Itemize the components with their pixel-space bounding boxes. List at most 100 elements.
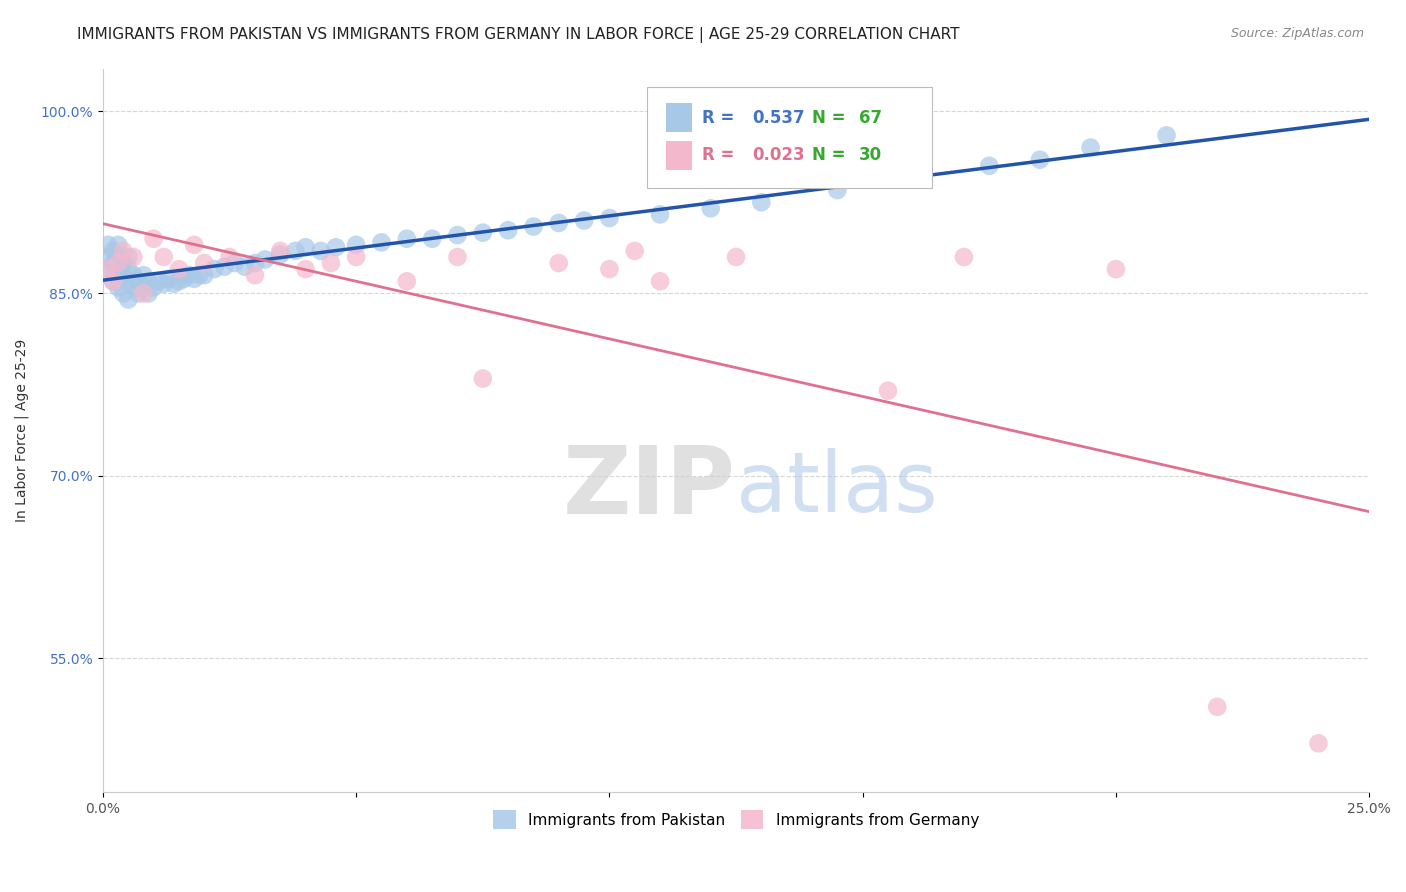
- Point: [107, 237, 129, 252]
- Text: ZIP: ZIP: [564, 442, 737, 534]
- Point: [142, 232, 165, 246]
- Point: [152, 250, 174, 264]
- Legend: Immigrants from Pakistan, Immigrants from Germany: Immigrants from Pakistan, Immigrants fro…: [486, 804, 986, 835]
- Point: [117, 293, 139, 307]
- Point: [127, 286, 149, 301]
- Text: R =: R =: [702, 146, 740, 164]
- Point: [319, 256, 342, 270]
- Point: [598, 262, 620, 277]
- Point: [224, 256, 246, 270]
- Point: [294, 262, 316, 277]
- Point: [101, 274, 124, 288]
- FancyBboxPatch shape: [666, 141, 692, 169]
- Point: [177, 268, 200, 283]
- Point: [202, 262, 225, 277]
- Point: [112, 268, 135, 283]
- Point: [522, 219, 544, 234]
- Point: [97, 262, 120, 277]
- Point: [132, 268, 155, 283]
- Point: [1105, 262, 1128, 277]
- Point: [138, 274, 160, 288]
- Point: [107, 280, 129, 294]
- Point: [218, 250, 240, 264]
- Point: [97, 250, 120, 264]
- Point: [193, 268, 215, 283]
- FancyBboxPatch shape: [647, 87, 932, 188]
- Point: [112, 286, 135, 301]
- Point: [725, 250, 748, 264]
- Point: [97, 237, 120, 252]
- Point: [471, 226, 494, 240]
- Point: [167, 262, 190, 277]
- Point: [446, 250, 468, 264]
- Point: [117, 250, 139, 264]
- Point: [395, 274, 418, 288]
- Point: [173, 272, 195, 286]
- Point: [107, 250, 129, 264]
- Point: [953, 250, 976, 264]
- Text: 67: 67: [859, 109, 882, 127]
- Text: IMMIGRANTS FROM PAKISTAN VS IMMIGRANTS FROM GERMANY IN LABOR FORCE | AGE 25-29 C: IMMIGRANTS FROM PAKISTAN VS IMMIGRANTS F…: [77, 27, 960, 43]
- Point: [1308, 736, 1330, 750]
- Point: [138, 286, 160, 301]
- Point: [269, 244, 291, 258]
- Point: [122, 268, 145, 283]
- Point: [183, 272, 205, 286]
- Point: [877, 384, 900, 398]
- Y-axis label: In Labor Force | Age 25-29: In Labor Force | Age 25-29: [15, 339, 30, 522]
- Point: [903, 170, 925, 185]
- Point: [471, 371, 494, 385]
- Text: 0.537: 0.537: [752, 109, 806, 127]
- Point: [598, 211, 620, 225]
- Point: [101, 274, 124, 288]
- Point: [395, 232, 418, 246]
- Point: [122, 280, 145, 294]
- Point: [142, 280, 165, 294]
- Point: [122, 250, 145, 264]
- Point: [214, 260, 236, 274]
- Point: [243, 256, 266, 270]
- Point: [97, 262, 120, 277]
- Point: [751, 195, 773, 210]
- Point: [107, 262, 129, 277]
- Point: [623, 244, 645, 258]
- Point: [233, 260, 256, 274]
- Point: [117, 274, 139, 288]
- Point: [648, 274, 671, 288]
- Point: [127, 274, 149, 288]
- Point: [699, 202, 721, 216]
- Point: [107, 256, 129, 270]
- Point: [167, 274, 190, 288]
- Point: [370, 235, 392, 250]
- Point: [344, 237, 367, 252]
- Point: [101, 256, 124, 270]
- Point: [183, 237, 205, 252]
- Point: [1206, 699, 1229, 714]
- Point: [344, 250, 367, 264]
- FancyBboxPatch shape: [666, 103, 692, 132]
- Text: N =: N =: [813, 146, 851, 164]
- Text: 30: 30: [859, 146, 882, 164]
- Point: [547, 216, 569, 230]
- Point: [1080, 140, 1102, 154]
- Point: [132, 286, 155, 301]
- Point: [1029, 153, 1052, 167]
- Point: [163, 277, 186, 291]
- Point: [284, 244, 307, 258]
- Point: [294, 240, 316, 254]
- Point: [269, 247, 291, 261]
- Point: [547, 256, 569, 270]
- Point: [446, 228, 468, 243]
- Point: [188, 268, 211, 283]
- Point: [112, 256, 135, 270]
- Point: [827, 183, 849, 197]
- Point: [101, 244, 124, 258]
- Text: Source: ZipAtlas.com: Source: ZipAtlas.com: [1230, 27, 1364, 40]
- Point: [572, 213, 595, 227]
- Point: [193, 256, 215, 270]
- Point: [496, 223, 519, 237]
- Point: [148, 274, 170, 288]
- Point: [325, 240, 347, 254]
- Text: 0.023: 0.023: [752, 146, 806, 164]
- Point: [309, 244, 332, 258]
